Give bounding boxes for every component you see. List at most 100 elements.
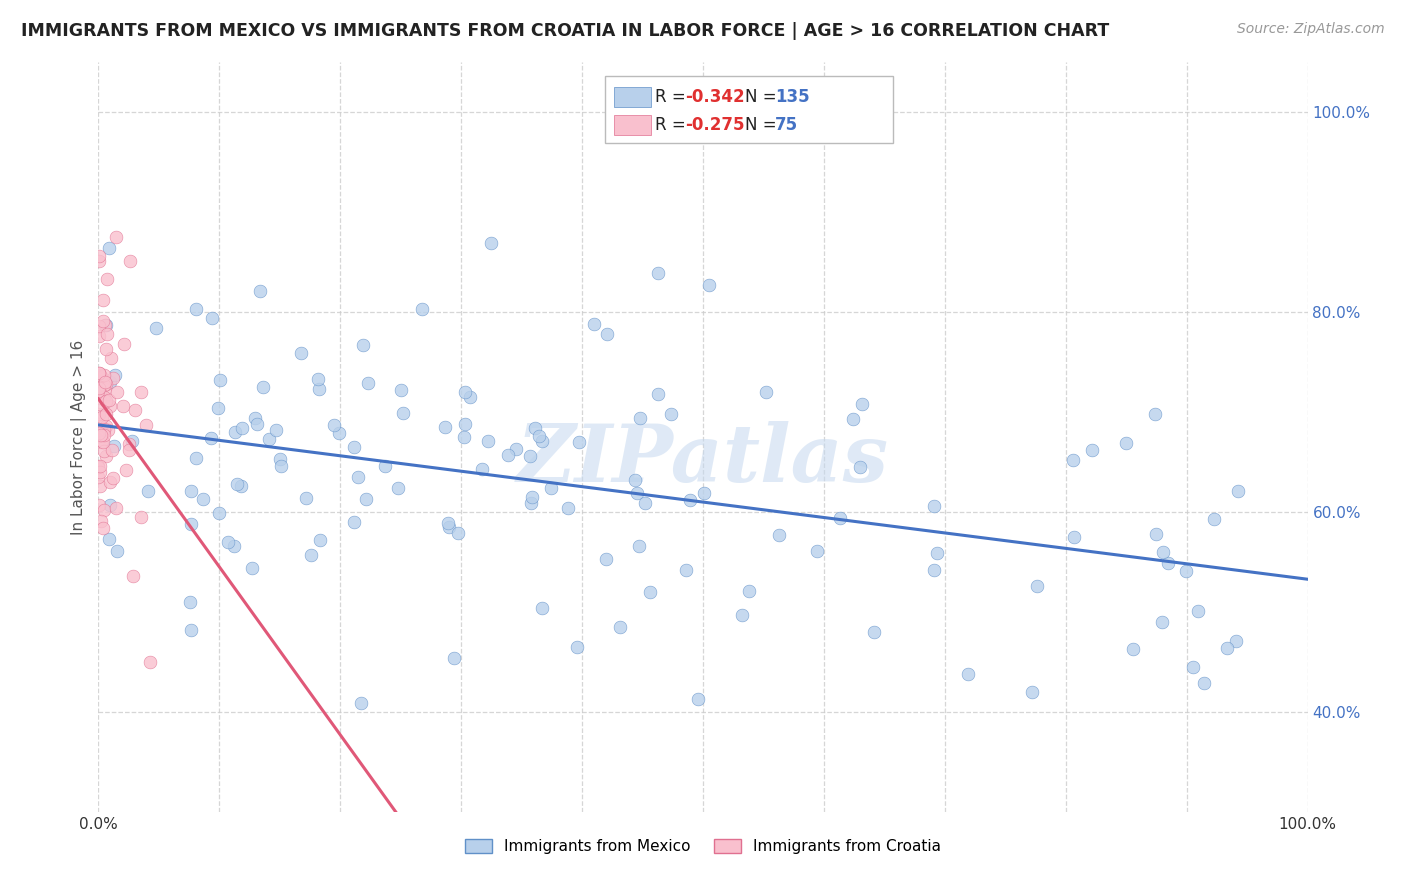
Point (98, 475, 121, 489)
Point (755, 385, 778, 400)
Point (93, 503, 115, 517)
Text: R =: R = (655, 116, 692, 134)
Point (91, 293, 114, 307)
Point (675, 563, 697, 577)
Point (659, 407, 682, 421)
Point (851, 397, 873, 411)
Point (308, 382, 330, 396)
Point (200, 431, 222, 445)
Point (454, 417, 477, 432)
Point (269, 452, 291, 467)
Point (91, 409, 114, 424)
Point (828, 511, 851, 525)
Point (112, 337, 135, 351)
Point (252, 380, 274, 394)
Point (1215, 640, 1237, 655)
Point (87, 429, 110, 443)
Point (94, 318, 117, 332)
Point (89, 392, 111, 406)
Point (118, 437, 141, 451)
Point (609, 620, 631, 634)
Point (374, 458, 396, 473)
Point (647, 266, 669, 280)
Point (567, 640, 589, 655)
Point (523, 420, 546, 434)
Point (627, 539, 650, 553)
Point (1026, 579, 1049, 593)
Point (201, 310, 224, 325)
Point (243, 410, 266, 425)
Y-axis label: In Labor Force | Age > 16: In Labor Force | Age > 16 (72, 340, 87, 534)
Point (957, 667, 980, 681)
Point (100, 351, 122, 365)
Point (89, 253, 111, 268)
Point (354, 492, 377, 507)
Point (638, 585, 661, 599)
Point (179, 595, 201, 609)
Point (1144, 527, 1167, 541)
Point (180, 484, 202, 499)
Point (678, 492, 700, 507)
Point (94, 449, 117, 463)
Point (180, 623, 202, 637)
Point (94, 375, 117, 389)
Point (628, 410, 651, 425)
Point (299, 549, 322, 563)
Point (411, 301, 433, 316)
Point (139, 655, 162, 669)
Point (530, 434, 553, 449)
Point (270, 458, 292, 473)
Point (1194, 676, 1216, 690)
Point (343, 516, 366, 530)
Point (90, 514, 112, 528)
Point (862, 625, 884, 640)
Point (207, 401, 229, 415)
Point (387, 481, 409, 495)
Point (540, 482, 562, 496)
Point (184, 450, 207, 465)
Point (595, 551, 617, 566)
Point (87, 381, 110, 395)
Point (693, 485, 716, 500)
Point (350, 696, 373, 710)
Point (1062, 453, 1084, 467)
Point (531, 601, 554, 615)
Point (922, 563, 945, 577)
Point (264, 423, 287, 437)
Point (184, 301, 207, 316)
Point (245, 417, 267, 431)
Point (806, 544, 828, 558)
Point (249, 285, 271, 299)
Text: -0.275: -0.275 (685, 116, 744, 134)
Point (105, 500, 128, 515)
Point (519, 450, 541, 464)
Point (87, 408, 110, 422)
Point (93, 428, 115, 442)
Point (91, 425, 114, 440)
Point (87, 384, 110, 399)
Point (89, 368, 111, 382)
Point (596, 327, 619, 342)
Point (295, 491, 318, 505)
Point (103, 471, 125, 485)
Point (309, 533, 332, 547)
Point (87, 249, 110, 263)
Legend: Immigrants from Mexico, Immigrants from Croatia: Immigrants from Mexico, Immigrants from … (458, 832, 948, 860)
Point (94, 418, 117, 433)
Point (89, 479, 111, 493)
Point (105, 384, 128, 399)
Point (841, 412, 863, 426)
Point (1225, 634, 1247, 648)
Text: R =: R = (655, 88, 692, 106)
Point (87, 459, 110, 474)
Point (101, 442, 124, 457)
Point (240, 561, 263, 575)
Point (454, 384, 477, 399)
Point (90, 428, 112, 442)
Point (87, 459, 110, 474)
Point (94, 382, 117, 396)
Point (89, 458, 111, 473)
Point (453, 430, 475, 444)
Point (1182, 660, 1205, 674)
Point (922, 500, 945, 514)
